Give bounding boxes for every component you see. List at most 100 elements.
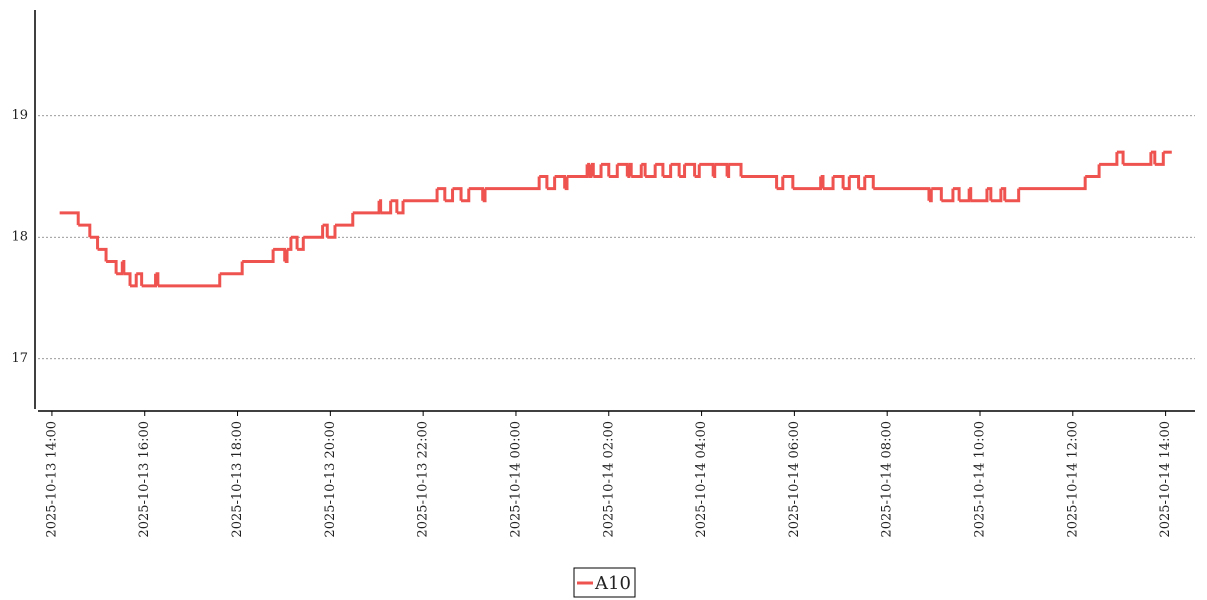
line-step	[122, 260, 126, 274]
line-step	[380, 200, 393, 215]
line-step	[952, 187, 961, 201]
line-step	[792, 176, 823, 191]
x-tick-label: 2025-10-14 06:00	[787, 421, 802, 538]
x-tick-label: 2025-10-14 00:00	[508, 421, 523, 538]
line-step	[641, 162, 647, 177]
line-step	[1018, 176, 1087, 191]
line-step	[684, 162, 697, 177]
x-tick-label: 2025-10-13 18:00	[230, 421, 245, 538]
line-step	[141, 273, 158, 288]
line-step	[396, 200, 405, 215]
line-step	[670, 162, 681, 177]
line-step	[444, 188, 455, 203]
line-step	[322, 223, 329, 238]
line-step	[485, 176, 541, 191]
x-tick-label: 2025-10-14 12:00	[1065, 421, 1080, 538]
line-step	[655, 162, 665, 177]
line-step	[273, 247, 287, 262]
line-step	[727, 164, 731, 178]
x-tick-label: 2025-10-13 22:00	[416, 421, 431, 538]
line-step	[157, 273, 222, 288]
line-step	[873, 187, 931, 201]
line-step	[130, 273, 138, 288]
line-step	[116, 261, 124, 276]
line-step	[969, 187, 973, 201]
line-step	[627, 164, 631, 178]
line-step	[713, 164, 717, 178]
x-tick-label: 2025-10-14 10:00	[972, 421, 987, 538]
line-step	[564, 176, 569, 191]
line-step	[1085, 164, 1101, 178]
line-step	[554, 174, 567, 189]
line-step	[106, 260, 118, 274]
line-step	[123, 272, 132, 286]
line-step	[1099, 152, 1119, 166]
line-step	[482, 188, 487, 203]
line-step	[833, 174, 845, 189]
line-step	[1116, 150, 1125, 165]
line-step	[546, 176, 557, 191]
line-step	[782, 174, 795, 189]
y-tick-label: 18	[11, 230, 28, 245]
line-step	[437, 187, 447, 201]
line-step	[303, 225, 325, 239]
line-step	[78, 223, 92, 238]
line-step	[97, 247, 108, 262]
line-step	[1154, 152, 1165, 166]
line-step	[287, 237, 293, 251]
line-step	[843, 176, 851, 191]
line-step	[327, 225, 337, 239]
line-step	[617, 162, 629, 177]
line-step	[539, 174, 549, 189]
line-step	[284, 249, 289, 264]
line-step	[679, 164, 687, 178]
line-step	[1000, 187, 1007, 201]
y-tick-label: 19	[11, 108, 28, 123]
x-tick-label: 2025-10-14 04:00	[694, 421, 709, 538]
x-tick-label: 2025-10-13 16:00	[137, 421, 152, 538]
x-tick-label: 2025-10-13 14:00	[44, 421, 59, 538]
line-step	[1150, 150, 1157, 165]
line-step	[297, 237, 305, 251]
line-step	[728, 162, 743, 177]
line-step	[334, 212, 355, 227]
line-step	[928, 188, 933, 203]
line-step	[136, 272, 144, 286]
line-step	[242, 249, 275, 264]
line-step	[59, 211, 80, 226]
line-step	[468, 187, 485, 201]
line-step	[776, 176, 785, 191]
line-step	[588, 164, 593, 178]
line-step	[990, 188, 1003, 203]
line-step	[645, 164, 657, 178]
line-step	[699, 162, 715, 177]
line-step	[864, 174, 875, 189]
line-step	[403, 188, 439, 203]
y-tick-label: 17	[11, 351, 28, 366]
legend-label: A10	[594, 573, 631, 594]
line-step	[694, 164, 701, 178]
line-step	[290, 235, 299, 250]
line-step	[219, 261, 244, 276]
line-step	[931, 187, 943, 201]
line-step	[601, 162, 611, 177]
x-tick-label: 2025-10-14 08:00	[880, 421, 895, 538]
line-step	[741, 174, 779, 189]
line-step	[822, 176, 835, 191]
line-step	[567, 164, 589, 178]
line-step	[461, 188, 471, 203]
line-step	[820, 174, 825, 189]
line-step	[1123, 152, 1153, 166]
line-step	[1004, 188, 1021, 203]
x-tick-label: 2025-10-14 02:00	[601, 421, 616, 538]
line-step	[89, 235, 100, 250]
line-step	[941, 188, 955, 203]
x-tick-label: 2025-10-13 20:00	[323, 421, 338, 538]
line-step	[631, 164, 643, 178]
line-step	[662, 164, 673, 178]
x-tick-label: 2025-10-14 14:00	[1158, 421, 1173, 538]
line-step	[714, 162, 729, 177]
line-step	[986, 187, 993, 201]
